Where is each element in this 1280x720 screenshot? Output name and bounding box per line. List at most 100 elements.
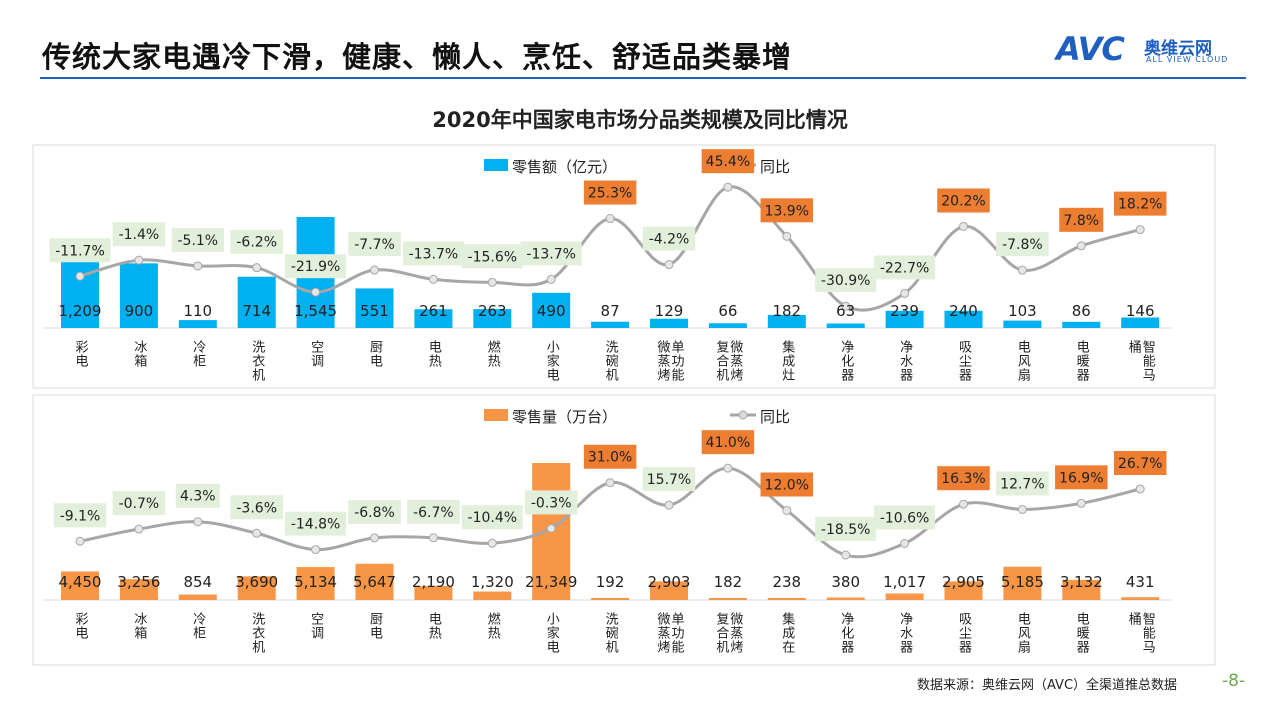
yoy-value-label: -10.4%	[468, 510, 518, 526]
yoy-value-label: 25.3%	[588, 186, 632, 202]
yoy-value-label: -1.4%	[119, 227, 160, 243]
yoy-label-box	[230, 229, 283, 254]
yoy-value-label: 45.4%	[706, 154, 750, 170]
yoy-label-box	[53, 503, 107, 528]
bar-value-label: 3,690	[235, 573, 278, 591]
yoy-value-label: -4.2%	[649, 232, 690, 248]
bar	[414, 309, 453, 328]
bar	[885, 310, 924, 328]
bar-value-label: 5,185	[1001, 573, 1044, 591]
yoy-point	[134, 524, 144, 534]
bar-value-label: 1,545	[294, 302, 337, 320]
yoy-point	[546, 274, 556, 284]
bar	[473, 591, 512, 600]
yoy-point	[605, 214, 615, 224]
category-label: 燃热	[485, 339, 501, 368]
yoy-point	[252, 263, 262, 273]
yoy-value-label: -3.6%	[236, 500, 277, 516]
category-label: 净水器	[897, 340, 913, 382]
yoy-point	[900, 288, 910, 298]
yoy-label-box	[1055, 465, 1108, 490]
category-label: 彩电	[73, 340, 89, 368]
category-label: 单功能	[669, 340, 685, 382]
category-label: 电热	[426, 612, 442, 640]
yoy-label-box	[407, 499, 460, 524]
yoy-point	[782, 231, 792, 241]
yoy-value-label: -6.8%	[354, 505, 395, 521]
yoy-label-box	[642, 226, 696, 251]
yoy-value-label: 31.0%	[588, 450, 632, 466]
bar-value-label: 240	[949, 302, 978, 320]
yoy-value-label: 26.7%	[1118, 456, 1162, 472]
category-label: 小家电	[544, 340, 560, 382]
legend-line-marker	[738, 410, 748, 420]
category-label: 单功能	[669, 612, 685, 654]
yoy-value-label: -15.6%	[468, 249, 518, 265]
bar-value-label: 380	[831, 573, 860, 591]
yoy-point	[841, 550, 851, 560]
yoy-value-label: 12.7%	[1000, 476, 1044, 492]
bar	[414, 585, 453, 600]
bar-value-label: 103	[1008, 302, 1037, 320]
bar	[826, 323, 865, 328]
yoy-label-box	[937, 466, 990, 491]
yoy-point	[782, 505, 792, 515]
yoy-point	[546, 523, 556, 533]
yoy-label-box	[49, 238, 111, 263]
category-label: 桶	[1126, 340, 1142, 354]
yoy-value-label: -0.3%	[531, 495, 572, 511]
bar	[944, 310, 983, 328]
yoy-point	[900, 538, 910, 548]
category-label: 复合机	[713, 340, 729, 382]
yoy-value-label: 16.3%	[941, 471, 985, 487]
category-label: 冷柜	[190, 340, 206, 368]
logo-name-cn: 奥维云网	[1144, 39, 1212, 59]
category-label: 电风扇	[1015, 340, 1031, 382]
legend-bar-swatch	[484, 159, 508, 171]
yoy-label-box	[760, 472, 814, 497]
legend-bar-label: 零售量（万台）	[512, 408, 617, 426]
category-label: 冰箱	[131, 340, 147, 368]
panel-frame	[32, 144, 1216, 389]
yoy-value-label: -5.1%	[177, 233, 218, 249]
bar	[1062, 579, 1101, 600]
category-label: 集成灶	[779, 339, 795, 382]
chart-title: 2020年中国家电市场分品类规模及同比情况	[432, 108, 848, 132]
bar-value-label: 263	[478, 302, 507, 320]
category-label: 微蒸烤	[655, 340, 671, 382]
bar	[1062, 321, 1101, 328]
category-label: 厨电	[367, 340, 383, 368]
legend-line-label: 同比	[760, 408, 790, 426]
category-label: 集成在	[779, 611, 795, 654]
yoy-value-label: 20.2%	[941, 193, 985, 209]
bar-value-label: 66	[718, 302, 737, 320]
yoy-value-label: 15.7%	[647, 472, 691, 488]
category-label: 净化器	[838, 340, 854, 382]
bar	[355, 288, 394, 328]
bar-value-label: 261	[419, 302, 448, 320]
yoy-label-box	[583, 444, 637, 469]
yoy-point	[193, 517, 203, 527]
yoy-label-box	[701, 430, 755, 455]
bar	[355, 563, 394, 600]
bar	[237, 276, 276, 328]
bar-value-label: 87	[601, 302, 620, 320]
legend-bar-swatch	[484, 409, 508, 421]
yoy-point	[75, 536, 85, 546]
yoy-point	[1135, 484, 1145, 494]
bar-value-label: 239	[890, 302, 919, 320]
avc-logo: AVC 奥维云网 ALL VIEW CLOUD	[1056, 30, 1246, 70]
yoy-value-label: -0.7%	[119, 496, 160, 512]
category-label: 小家电	[544, 612, 560, 654]
bar-value-label: 4,450	[59, 573, 102, 591]
yoy-point	[193, 261, 203, 271]
bar	[767, 598, 806, 600]
yoy-label-box	[815, 517, 877, 542]
bar	[296, 567, 335, 600]
yoy-value-label: -21.9%	[291, 259, 341, 275]
bar-value-label: 3,132	[1060, 573, 1103, 591]
yoy-value-label: -10.6%	[880, 510, 930, 526]
yoy-point	[959, 499, 968, 509]
yoy-label-box	[937, 188, 990, 213]
